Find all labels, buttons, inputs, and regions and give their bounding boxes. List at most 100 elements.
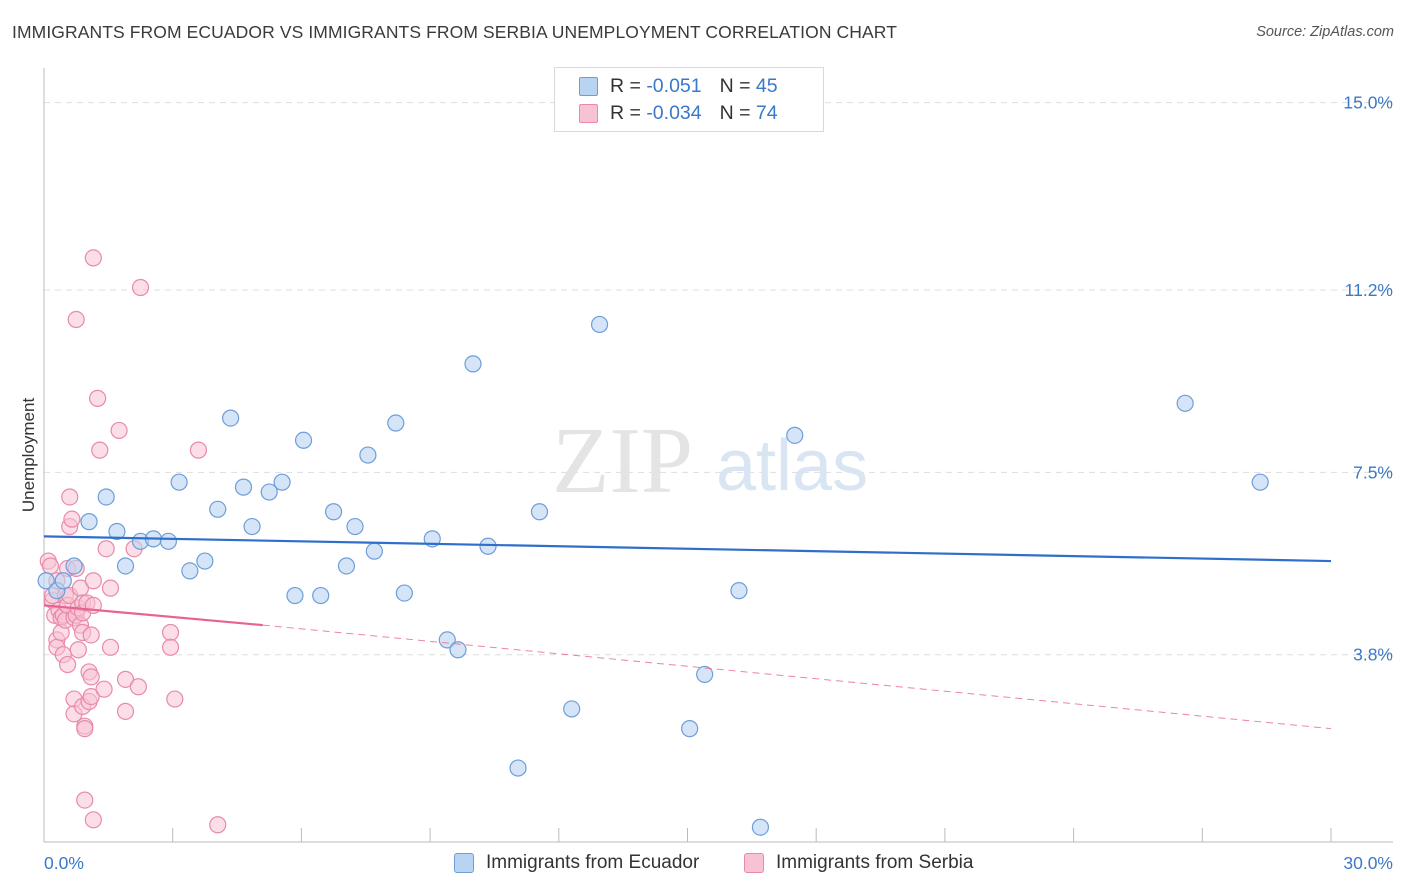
legend-item-ecuador: Immigrants from Ecuador xyxy=(454,852,699,874)
serbia-point xyxy=(116,670,135,688)
serbia-point xyxy=(84,572,102,590)
tick-labels: 3.8% 7.5% 11.2% 15.0% 0.0% 30.0% xyxy=(44,93,1393,873)
legend-r-label: R = xyxy=(610,101,641,124)
serbia-point xyxy=(84,811,102,829)
ecuador-point xyxy=(159,532,178,550)
ecuador-point xyxy=(97,488,115,506)
x-tick-label: 0.0% xyxy=(44,853,84,873)
serbia-point xyxy=(209,816,227,834)
ecuador-point xyxy=(80,513,98,531)
watermark: ZIP atlas xyxy=(552,409,868,513)
legend-n-label: N = xyxy=(719,74,751,97)
trend-lines xyxy=(43,535,1332,730)
ecuador-point xyxy=(563,700,581,718)
serbia-point xyxy=(101,638,120,656)
legend-n-label: N = xyxy=(719,101,751,124)
legend-swatch-serbia xyxy=(744,853,764,873)
legend-r-label: R = xyxy=(610,74,641,97)
ecuador-point xyxy=(196,552,214,570)
serbia-point xyxy=(84,249,102,267)
serbia-point xyxy=(41,557,60,575)
ecuador-point xyxy=(509,759,527,777)
ecuador-point xyxy=(438,631,456,649)
chart-title: IMMIGRANTS FROM ECUADOR VS IMMIGRANTS FR… xyxy=(12,22,898,42)
serbia-point xyxy=(129,678,147,696)
ecuador-point xyxy=(324,503,343,521)
ecuador-point xyxy=(1176,394,1194,412)
serbia-trend-line xyxy=(43,604,263,627)
ecuador-point xyxy=(260,483,278,501)
serbia-point xyxy=(82,668,100,686)
ecuador-point xyxy=(243,517,261,536)
serbia-point xyxy=(97,540,115,558)
ecuador-point xyxy=(387,414,405,432)
series-legend: Immigrants from Ecuador Immigrants from … xyxy=(0,852,1406,876)
serbia-point xyxy=(76,791,94,809)
legend-label-ecuador: Immigrants from Ecuador xyxy=(486,852,700,873)
ecuador-point xyxy=(294,431,313,449)
serbia-point xyxy=(95,680,113,698)
serbia-point xyxy=(116,702,135,720)
ecuador-point xyxy=(108,522,126,541)
ecuador-point xyxy=(530,503,549,521)
gridlines xyxy=(44,102,1393,656)
ecuador-point xyxy=(209,500,227,518)
ecuador-point xyxy=(170,473,188,491)
ecuador-point xyxy=(479,537,497,555)
ecuador-point xyxy=(312,586,330,605)
ecuador-point xyxy=(751,818,770,836)
serbia-point xyxy=(166,690,184,708)
y-tick-label: 7.5% xyxy=(1353,462,1393,482)
ecuador-point xyxy=(730,582,748,600)
serbia-point xyxy=(110,421,128,440)
ecuador-point xyxy=(65,557,83,575)
ecuador-point xyxy=(337,557,356,575)
ecuador-point xyxy=(234,478,253,496)
series-ecuador-points xyxy=(37,315,1269,836)
serbia-point xyxy=(91,441,109,459)
serbia-point xyxy=(76,720,94,738)
ecuador-point xyxy=(222,409,240,427)
ecuador-point xyxy=(116,557,135,575)
ecuador-point xyxy=(346,517,364,536)
y-axis-label: Unemployment xyxy=(19,398,38,513)
serbia-point xyxy=(58,655,77,674)
legend-r-value-serbia: -0.034 xyxy=(646,101,702,124)
legend-label-serbia: Immigrants from Serbia xyxy=(776,852,974,873)
ecuador-point xyxy=(273,473,291,491)
ecuador-trend-line xyxy=(43,535,1332,563)
ecuador-point xyxy=(464,355,482,373)
ecuador-point xyxy=(1251,473,1269,491)
legend-r-value-ecuador: -0.051 xyxy=(646,74,702,97)
serbia-point xyxy=(89,389,107,407)
serbia-trend-line-extension xyxy=(262,624,1332,730)
correlation-legend: R = -0.051 N = 45 R = -0.034 N = 74 xyxy=(554,67,824,132)
serbia-point xyxy=(131,278,150,297)
ecuador-point xyxy=(286,586,304,605)
ecuador-point xyxy=(681,720,699,738)
legend-swatch-ecuador xyxy=(579,76,598,96)
legend-n-value-ecuador: 45 xyxy=(755,74,778,97)
legend-swatch-serbia xyxy=(579,103,598,123)
ecuador-point xyxy=(395,584,413,602)
serbia-point xyxy=(69,641,87,659)
legend-item-serbia: Immigrants from Serbia xyxy=(744,852,973,874)
x-tick-label: 30.0% xyxy=(1343,853,1393,873)
axes xyxy=(43,68,1393,843)
serbia-point xyxy=(189,441,208,459)
y-tick-label: 11.2% xyxy=(1345,280,1393,300)
legend-row-serbia: R = -0.034 N = 74 xyxy=(579,100,778,126)
ecuador-point xyxy=(696,665,714,684)
legend-row-ecuador: R = -0.051 N = 45 xyxy=(579,73,778,99)
ecuador-point xyxy=(181,562,199,580)
ecuador-point xyxy=(37,572,55,590)
y-tick-label: 15.0% xyxy=(1343,93,1393,113)
y-tick-label: 3.8% xyxy=(1353,645,1393,665)
ecuador-point xyxy=(359,446,377,464)
source-label: Source: ZipAtlas.com xyxy=(1256,24,1394,40)
serbia-point xyxy=(67,310,85,329)
legend-swatch-ecuador xyxy=(454,853,474,873)
serbia-point xyxy=(63,510,81,528)
serbia-point xyxy=(61,488,79,506)
